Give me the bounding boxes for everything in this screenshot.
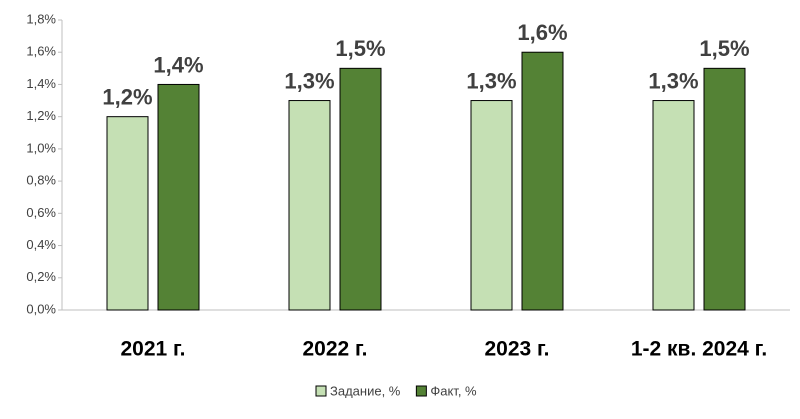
- bar: [288, 100, 331, 311]
- y-tick-label: 0,8%: [26, 173, 56, 188]
- bar: [157, 83, 200, 311]
- x-tick-label: 2021 г.: [120, 338, 185, 361]
- bar: [106, 116, 149, 311]
- y-tick-label: 0,6%: [26, 205, 56, 220]
- value-label: 1,3%: [648, 68, 698, 93]
- y-tick-label: 1,2%: [26, 108, 56, 123]
- legend-label: Факт, %: [430, 383, 477, 398]
- value-label: 1,5%: [335, 36, 385, 61]
- value-label: 1,6%: [517, 20, 567, 45]
- y-tick-label: 0,2%: [26, 269, 56, 284]
- y-tick-label: 1,4%: [26, 76, 56, 91]
- legend-label: Задание, %: [330, 383, 401, 398]
- legend-swatch: [315, 385, 327, 397]
- x-tick-label: 1-2 кв. 2024 г.: [631, 338, 767, 361]
- bar: [339, 67, 382, 311]
- y-tick-label: 1,8%: [26, 11, 56, 26]
- x-tick-label: 2022 г.: [302, 338, 367, 361]
- x-tick-label: 2023 г.: [484, 338, 549, 361]
- value-label: 1,3%: [284, 68, 334, 93]
- bar: [470, 100, 513, 311]
- value-label: 1,5%: [699, 36, 749, 61]
- legend-swatch: [415, 385, 427, 397]
- y-tick-label: 1,0%: [26, 140, 56, 155]
- bar: [521, 51, 564, 311]
- y-tick-label: 1,6%: [26, 44, 56, 59]
- value-label: 1,4%: [153, 52, 203, 77]
- value-label: 1,2%: [102, 84, 152, 109]
- bar: [703, 67, 746, 311]
- y-tick-label: 0,4%: [26, 237, 56, 252]
- bar: [652, 100, 695, 311]
- y-tick-label: 0,0%: [26, 301, 56, 316]
- value-label: 1,3%: [466, 68, 516, 93]
